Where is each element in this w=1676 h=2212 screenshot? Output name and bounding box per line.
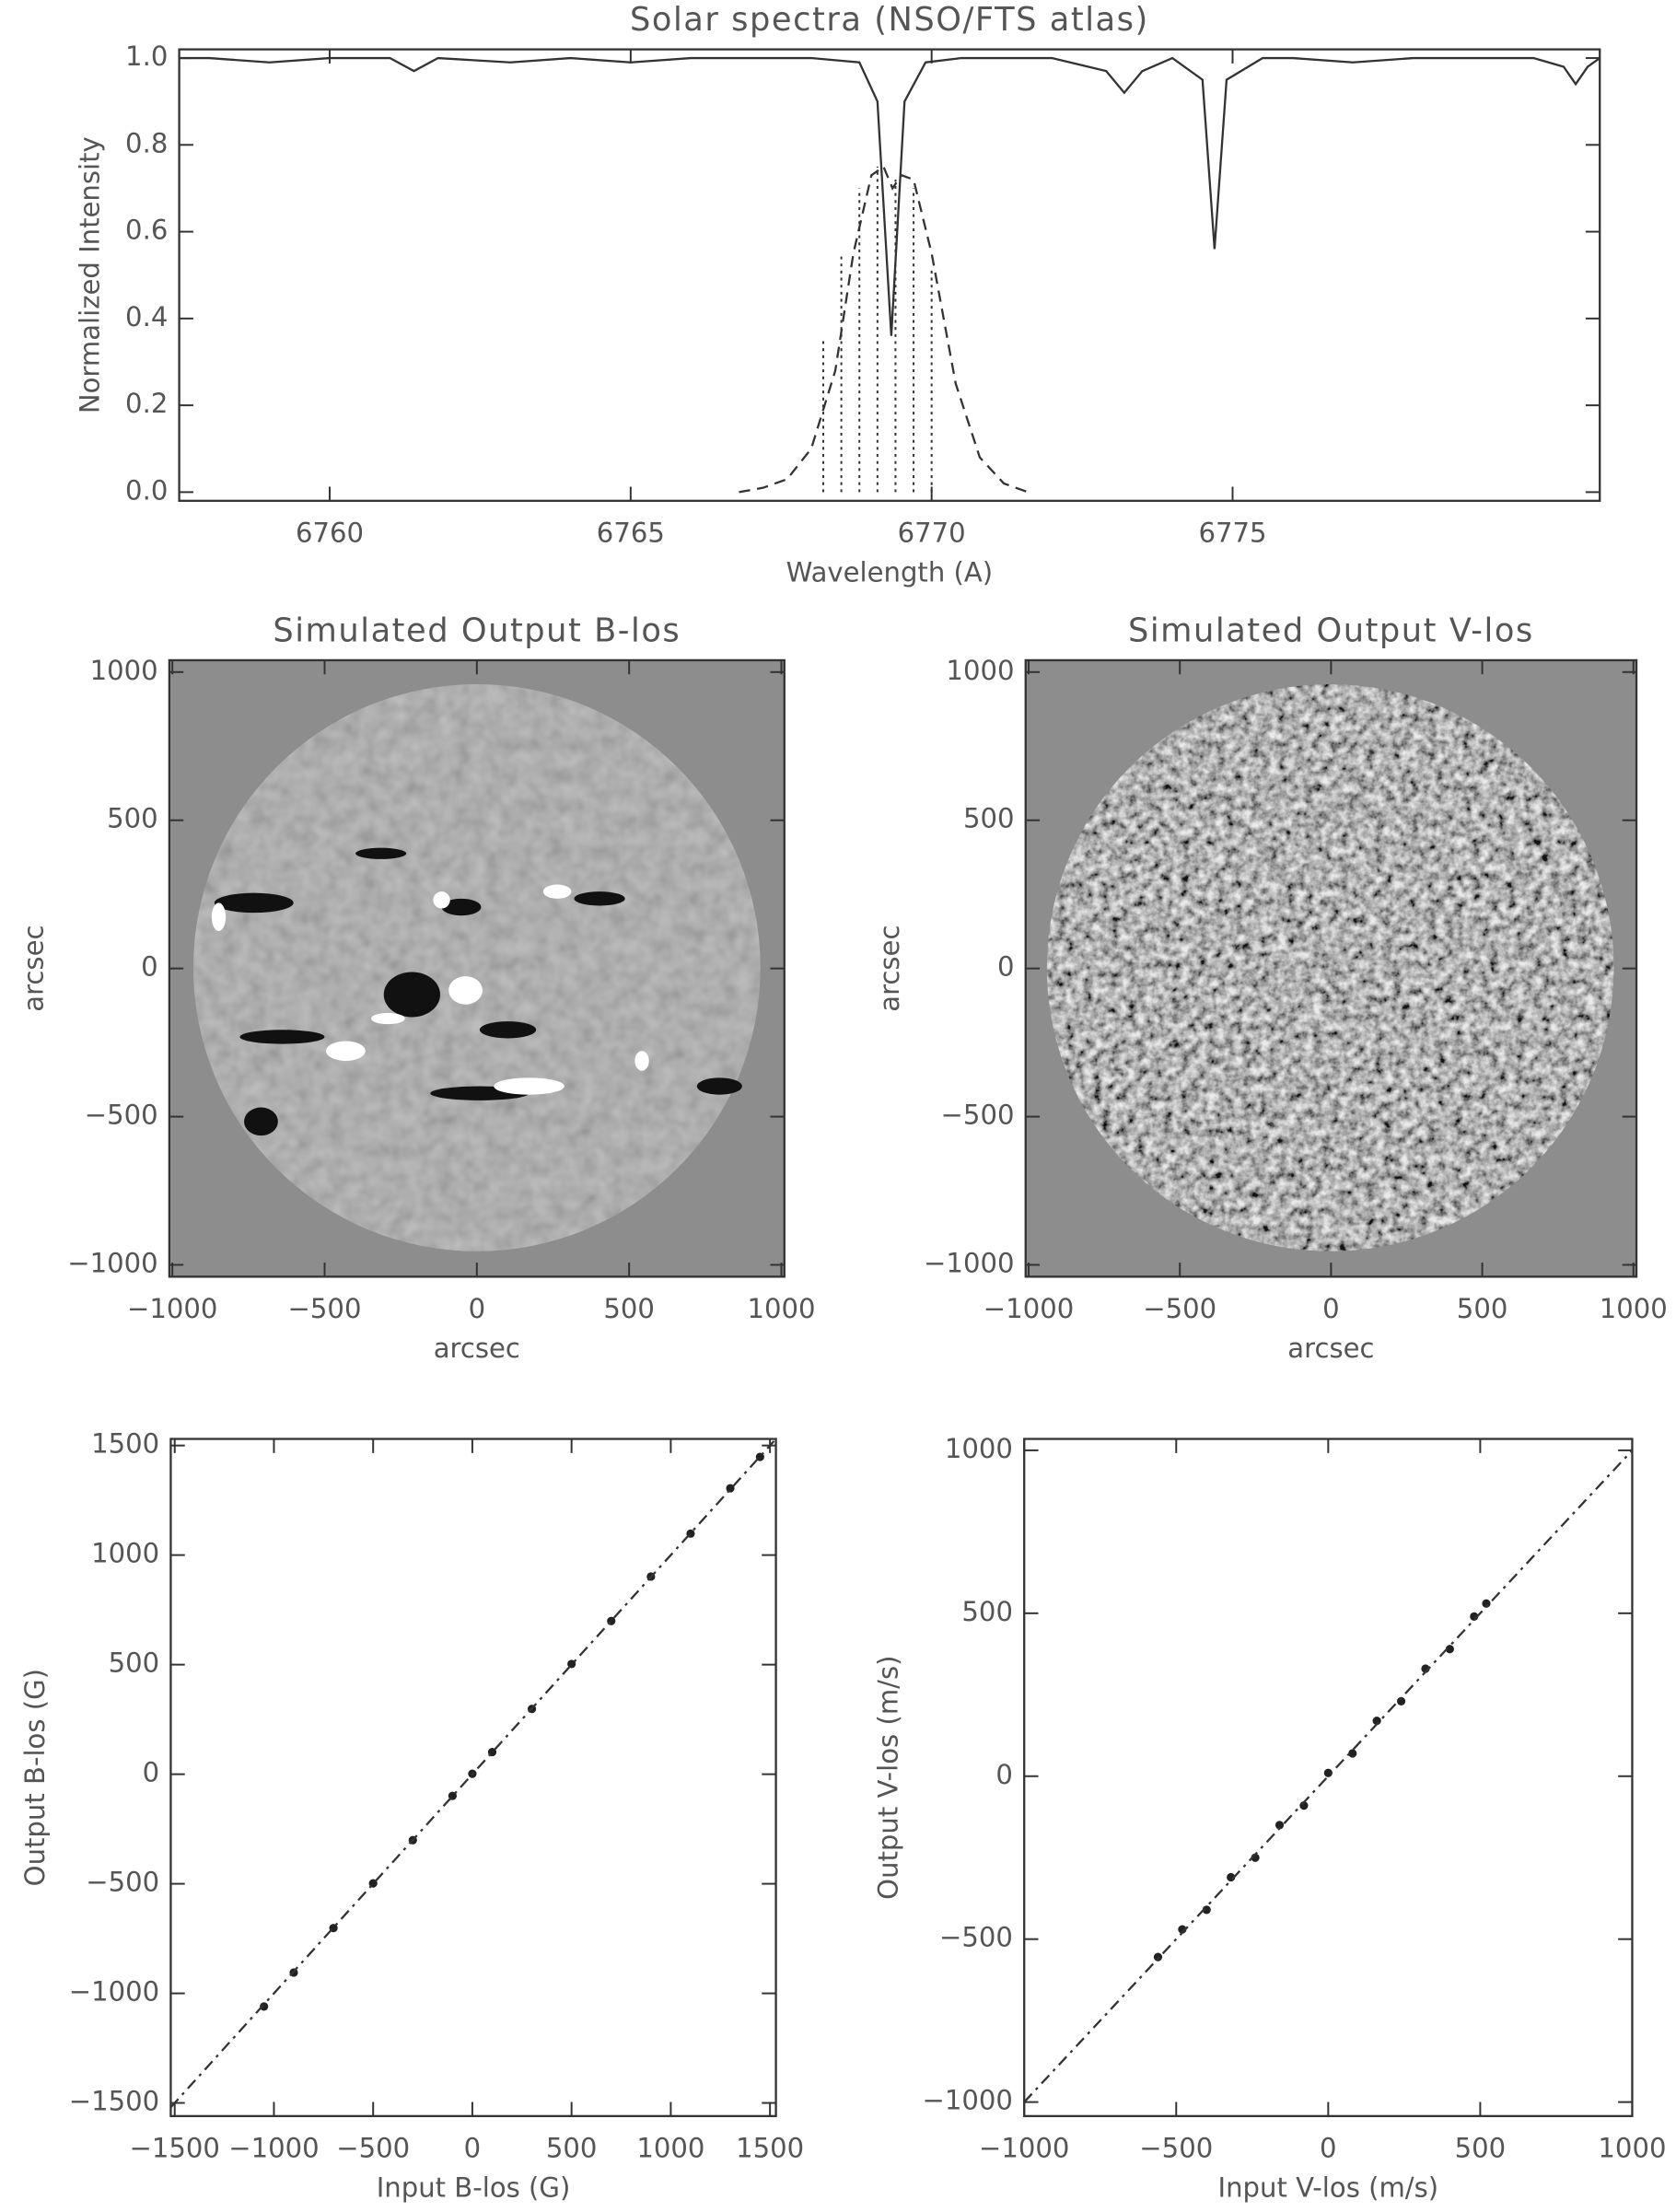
x-axis-label: arcsec (434, 1333, 520, 1364)
y-tick-label: 1000 (946, 655, 1014, 686)
reference-line (1023, 1449, 1634, 2103)
scatter-point (260, 2002, 269, 2011)
y-tick-label: 500 (107, 803, 158, 834)
plot-frame (169, 1438, 777, 2117)
chart-title: Simulated Output V-los (1128, 611, 1534, 649)
x-tick-label: −500 (1143, 1293, 1216, 1324)
y-tick-label: −500 (85, 1100, 158, 1131)
y-axis-label: Output B-los (G) (19, 1669, 51, 1886)
disk-texture (192, 683, 761, 1252)
y-tick-label: 1000 (945, 1433, 1013, 1464)
y-axis-label: Output V-los (m/s) (873, 1656, 904, 1900)
x-tick-label: 500 (546, 2133, 598, 2164)
x-tick-label: 500 (603, 1293, 655, 1324)
x-axis-label: Input V-los (m/s) (1218, 2171, 1439, 2203)
x-axis-label: Wavelength (A) (786, 556, 993, 588)
chart-title: Simulated Output B-los (273, 611, 681, 649)
x-tick-label: −1000 (979, 2133, 1069, 2164)
y-tick-label: 0 (995, 1759, 1013, 1790)
spectrum-line (739, 165, 1029, 494)
y-tick-label: 1000 (91, 1538, 159, 1569)
y-tick-label: −1000 (924, 1247, 1014, 1278)
x-tick-label: 6775 (1198, 518, 1266, 549)
y-axis-label: Normalized Intensity (75, 136, 106, 413)
x-tick-label: 0 (464, 2133, 482, 2164)
disk-texture (1046, 683, 1614, 1252)
y-tick-label: −500 (941, 1100, 1015, 1131)
y-tick-label: 0 (997, 951, 1015, 983)
y-axis-label: arcsec (17, 926, 49, 1012)
x-tick-label: 0 (1320, 2133, 1337, 2164)
x-tick-label: 500 (1457, 1293, 1508, 1324)
x-axis-label: Input B-los (G) (377, 2171, 571, 2203)
y-tick-label: 1000 (90, 655, 158, 686)
x-tick-label: −500 (1139, 2133, 1213, 2164)
y-tick-label: −500 (939, 1922, 1013, 1953)
y-tick-label: −1000 (69, 1976, 159, 2008)
scatter-point (1372, 1717, 1381, 1726)
x-tick-label: 1000 (1600, 1293, 1668, 1324)
y-tick-label: 0 (143, 1757, 160, 1788)
x-tick-label: −1000 (228, 2133, 319, 2164)
x-tick-label: 1000 (1598, 2133, 1666, 2164)
x-axis-label: arcsec (1287, 1333, 1374, 1364)
x-tick-label: 0 (469, 1293, 486, 1324)
x-tick-label: −1000 (983, 1293, 1074, 1324)
x-tick-label: 6765 (597, 518, 665, 549)
y-tick-label: 1500 (91, 1428, 159, 1460)
chart-title: Solar spectra (NSO/FTS atlas) (630, 1, 1149, 39)
scatter-point (1153, 1952, 1163, 1962)
b-los-image (169, 659, 785, 1277)
y-tick-label: 0.0 (125, 474, 168, 506)
x-tick-label: 0 (1322, 1293, 1340, 1324)
y-tick-label: 0.8 (125, 127, 168, 158)
y-tick-label: 500 (963, 803, 1015, 834)
v-los-image (1025, 659, 1637, 1277)
scatter-point (1445, 1645, 1454, 1654)
scatter-point (1274, 1821, 1285, 1830)
scatter-point (1348, 1749, 1357, 1758)
y-tick-label: 500 (961, 1596, 1013, 1627)
y-tick-label: −1000 (67, 1247, 157, 1278)
plot-frame (1023, 1438, 1634, 2117)
y-tick-label: 0.4 (125, 301, 168, 332)
x-tick-label: −1500 (130, 2133, 220, 2164)
x-tick-label: −500 (288, 1293, 362, 1324)
y-tick-label: 0 (141, 951, 158, 983)
y-tick-label: −1000 (923, 2085, 1013, 2116)
x-tick-label: −1000 (127, 1293, 217, 1324)
y-tick-label: 1.0 (125, 41, 168, 72)
x-tick-label: 6770 (898, 518, 966, 549)
x-tick-label: 1000 (747, 1293, 815, 1324)
y-tick-label: 0.2 (125, 388, 168, 419)
y-tick-label: −500 (86, 1867, 159, 1898)
y-tick-label: −1500 (69, 2086, 159, 2117)
negative-polarity (214, 847, 742, 1136)
plot-frame (178, 48, 1601, 502)
reference-line (169, 1440, 775, 2109)
x-tick-label: 6760 (296, 518, 364, 549)
x-tick-label: −500 (336, 2133, 410, 2164)
y-tick-label: 500 (109, 1647, 160, 1679)
y-axis-label: arcsec (874, 926, 905, 1012)
y-tick-label: 0.6 (125, 215, 168, 246)
positive-polarity (211, 884, 649, 1095)
x-tick-label: 1500 (736, 2133, 804, 2164)
x-tick-label: 500 (1455, 2133, 1507, 2164)
scatter-point (1323, 1768, 1333, 1777)
x-tick-label: 1000 (636, 2133, 704, 2164)
spectrum-line (179, 56, 1600, 336)
